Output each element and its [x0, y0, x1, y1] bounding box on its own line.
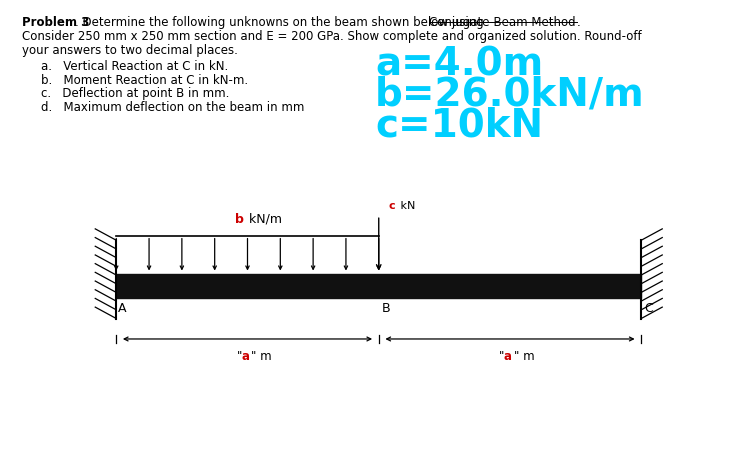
Text: c.   Deflection at point B in mm.: c. Deflection at point B in mm.: [41, 87, 230, 101]
Text: A: A: [118, 302, 126, 315]
Text: kN/m: kN/m: [245, 212, 282, 226]
Text: a: a: [242, 350, 249, 364]
Text: " m: " m: [514, 350, 534, 364]
Text: c: c: [388, 201, 395, 211]
Text: " m: " m: [251, 350, 272, 364]
Text: Conjugate-Beam Method: Conjugate-Beam Method: [429, 16, 576, 29]
Text: B: B: [382, 302, 390, 315]
Text: . Determine the following unknowns on the beam shown below using: . Determine the following unknowns on th…: [75, 16, 488, 29]
Text: C: C: [644, 302, 653, 315]
Text: your answers to two decimal places.: your answers to two decimal places.: [22, 44, 239, 57]
Text: d.   Maximum deflection on the beam in mm: d. Maximum deflection on the beam in mm: [41, 101, 304, 114]
Text: kN: kN: [397, 201, 416, 211]
Text: ": ": [500, 350, 505, 364]
Text: b.   Moment Reaction at C in kN-m.: b. Moment Reaction at C in kN-m.: [41, 74, 248, 87]
Text: b: b: [235, 212, 244, 226]
Text: a=4.0m: a=4.0m: [375, 46, 543, 84]
Text: ": ": [237, 350, 242, 364]
Text: a.   Vertical Reaction at C in kN.: a. Vertical Reaction at C in kN.: [41, 60, 229, 73]
Text: b=26.0kN/m: b=26.0kN/m: [375, 76, 645, 114]
Text: Consider 250 mm x 250 mm section and E = 200 GPa. Show complete and organized so: Consider 250 mm x 250 mm section and E =…: [22, 30, 642, 44]
Text: a: a: [504, 350, 512, 364]
Bar: [116, 274, 641, 298]
Text: .: .: [577, 16, 580, 29]
Text: c=10kN: c=10kN: [375, 106, 543, 145]
Text: Problem 3: Problem 3: [22, 16, 90, 29]
